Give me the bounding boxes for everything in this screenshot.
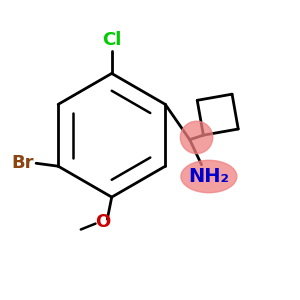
Text: Br: Br [11, 154, 34, 172]
Text: Cl: Cl [102, 31, 122, 49]
Text: O: O [95, 213, 110, 231]
Ellipse shape [180, 121, 213, 154]
Ellipse shape [181, 160, 237, 193]
Text: NH₂: NH₂ [188, 167, 230, 186]
